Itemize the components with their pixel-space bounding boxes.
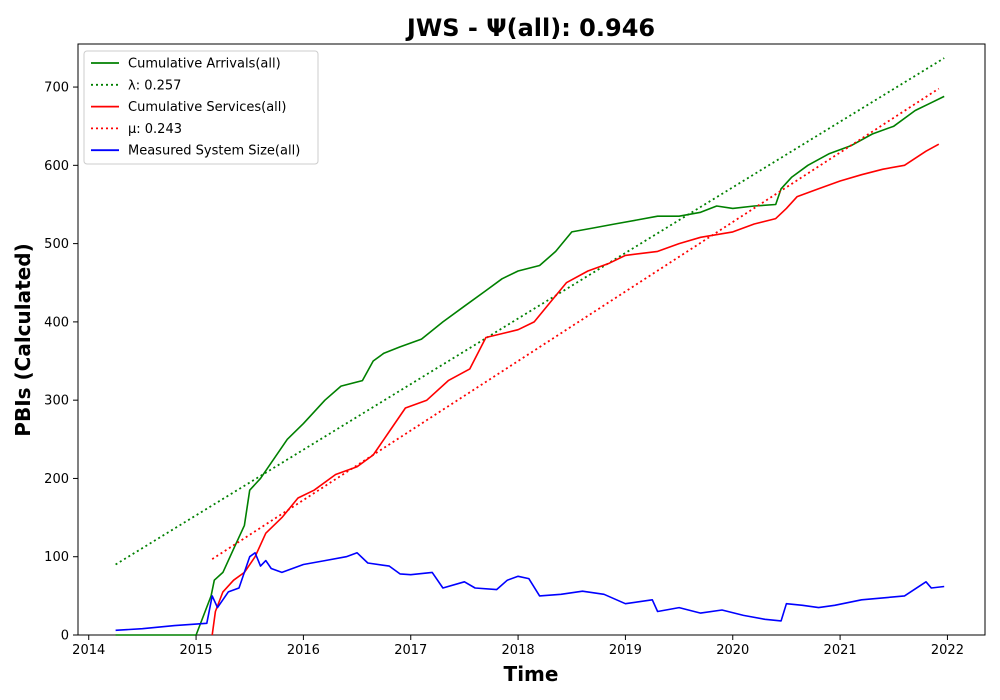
series-line-5	[115, 551, 945, 632]
legend: Cumulative Arrivals(all) λ: 0.257 Cumulati…	[83, 50, 319, 165]
series-line-4	[211, 87, 940, 560]
x-tick-label: 2015	[180, 643, 213, 658]
legend-label: λ: 0.257	[128, 78, 181, 93]
x-tick-label: 2021	[824, 643, 857, 658]
x-tick-label: 2017	[394, 643, 427, 658]
x-tick-label: 2022	[931, 643, 964, 658]
x-tick-label: 2019	[609, 643, 642, 658]
y-tick-label: 300	[44, 394, 69, 409]
y-tick-label: 0	[61, 629, 69, 644]
y-axis: 0 100 200 300 400 500 600 700	[44, 81, 78, 644]
legend-label: μ: 0.243	[128, 122, 182, 137]
x-tick-label: 2020	[716, 643, 749, 658]
y-tick-label: 500	[44, 237, 69, 252]
legend-label: Measured System Size(all)	[128, 144, 300, 159]
legend-label: Cumulative Arrivals(all)	[128, 57, 281, 72]
y-tick-label: 600	[44, 159, 69, 174]
series-line-1	[115, 95, 945, 636]
y-tick-label: 400	[44, 315, 69, 330]
series-line-3	[211, 143, 940, 636]
x-axis-label: Time	[504, 662, 559, 686]
y-axis-label: PBIs (Calculated)	[11, 243, 35, 436]
legend-label: Cumulative Services(all)	[128, 100, 286, 115]
y-tick-label: 100	[44, 550, 69, 565]
x-tick-label: 2016	[287, 643, 320, 658]
y-tick-label: 200	[44, 472, 69, 487]
x-tick-label: 2018	[502, 643, 535, 658]
legend-box	[83, 50, 319, 165]
series-line-2	[115, 57, 945, 566]
x-tick-label: 2014	[72, 643, 105, 658]
y-tick-label: 700	[44, 81, 69, 96]
series-layer	[115, 57, 945, 636]
chart-title: JWS - Ψ(all): 0.946	[405, 14, 655, 42]
x-axis: 2014 2015 2016 2017 2018 2019 2020 2021 2022	[72, 635, 964, 658]
